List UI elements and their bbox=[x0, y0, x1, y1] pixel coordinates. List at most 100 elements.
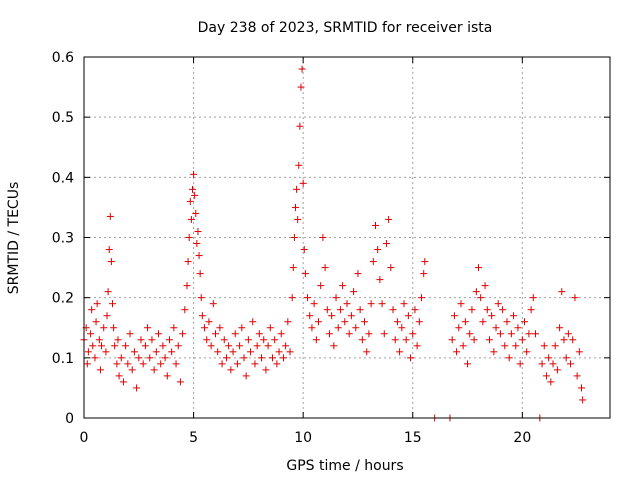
data-point bbox=[201, 324, 209, 332]
data-point bbox=[510, 312, 518, 320]
data-point bbox=[119, 378, 127, 386]
data-point bbox=[549, 360, 557, 368]
data-point bbox=[459, 342, 467, 350]
data-point bbox=[284, 318, 292, 326]
data-point bbox=[117, 354, 125, 362]
data-point bbox=[191, 191, 199, 199]
data-point bbox=[197, 294, 205, 302]
data-point bbox=[402, 336, 410, 344]
x-tick-label: 10 bbox=[294, 430, 312, 446]
data-point bbox=[393, 318, 401, 326]
data-point bbox=[389, 306, 397, 314]
x-axis-label: GPS time / hours bbox=[286, 458, 403, 474]
data-point bbox=[328, 312, 336, 320]
y-tick-label: 0 bbox=[65, 411, 74, 427]
data-point bbox=[240, 354, 248, 362]
data-point bbox=[461, 318, 469, 326]
data-point bbox=[115, 372, 123, 380]
data-point bbox=[273, 360, 281, 368]
data-point bbox=[95, 336, 103, 344]
data-point bbox=[89, 342, 97, 350]
data-point bbox=[176, 378, 184, 386]
data-point bbox=[450, 312, 458, 320]
data-point bbox=[547, 378, 555, 386]
data-point bbox=[488, 312, 496, 320]
data-point bbox=[556, 324, 564, 332]
data-point bbox=[356, 306, 364, 314]
data-point bbox=[400, 300, 408, 308]
y-tick-label: 0.3 bbox=[52, 231, 74, 247]
data-point bbox=[300, 246, 308, 254]
data-point bbox=[483, 306, 491, 314]
data-point bbox=[514, 324, 522, 332]
data-point bbox=[100, 324, 108, 332]
data-point bbox=[380, 330, 388, 338]
y-tick-label: 0.1 bbox=[52, 351, 74, 367]
data-point bbox=[448, 336, 456, 344]
x-tick-labels: 0 5 10 15 20 bbox=[80, 430, 532, 446]
data-point bbox=[214, 348, 222, 356]
data-point bbox=[185, 234, 193, 241]
data-point bbox=[144, 324, 152, 332]
data-point bbox=[296, 122, 304, 130]
data-point bbox=[308, 324, 316, 332]
data-point bbox=[310, 300, 318, 308]
data-point bbox=[124, 360, 132, 368]
data-point bbox=[299, 179, 307, 187]
data-point bbox=[472, 288, 480, 296]
data-point bbox=[385, 215, 393, 223]
data-point bbox=[187, 215, 195, 223]
grid-lines bbox=[84, 57, 610, 418]
data-point bbox=[479, 318, 487, 326]
data-point bbox=[108, 300, 116, 308]
data-point bbox=[218, 360, 226, 368]
data-point bbox=[407, 354, 415, 362]
data-point bbox=[104, 288, 112, 296]
data-point bbox=[564, 330, 572, 338]
data-point bbox=[161, 354, 169, 362]
data-point bbox=[507, 330, 515, 338]
data-point bbox=[325, 330, 333, 338]
data-point bbox=[404, 312, 412, 320]
data-point bbox=[301, 270, 309, 278]
data-point bbox=[345, 330, 353, 338]
data-point bbox=[496, 330, 504, 338]
data-point bbox=[165, 336, 173, 344]
data-point bbox=[527, 306, 535, 314]
data-point bbox=[225, 342, 233, 350]
data-point bbox=[209, 300, 217, 308]
data-point bbox=[378, 300, 386, 308]
data-point bbox=[569, 336, 577, 344]
data-point bbox=[540, 342, 548, 350]
data-point bbox=[114, 336, 122, 344]
data-point bbox=[87, 330, 95, 338]
data-point bbox=[179, 330, 187, 338]
data-point bbox=[411, 306, 419, 314]
data-point bbox=[275, 348, 283, 356]
data-point bbox=[361, 318, 369, 326]
data-point bbox=[545, 354, 553, 362]
data-point bbox=[367, 300, 375, 308]
data-point bbox=[529, 294, 537, 302]
data-point bbox=[141, 342, 149, 350]
data-point bbox=[137, 336, 145, 344]
data-point bbox=[369, 258, 377, 266]
chart-title: Day 238 of 2023, SRMTID for receiver ist… bbox=[198, 20, 493, 36]
data-point bbox=[289, 264, 297, 272]
data-point bbox=[334, 324, 342, 332]
data-point bbox=[499, 306, 507, 314]
data-point bbox=[157, 360, 165, 368]
data-point bbox=[503, 318, 511, 326]
data-point bbox=[258, 354, 266, 362]
data-point bbox=[418, 294, 426, 302]
data-point bbox=[578, 384, 586, 392]
data-point bbox=[455, 324, 463, 332]
data-point bbox=[181, 306, 189, 314]
data-point bbox=[113, 360, 121, 368]
x-tick-label: 20 bbox=[513, 430, 531, 446]
y-tick-label: 0.4 bbox=[52, 170, 74, 186]
data-point bbox=[150, 366, 158, 374]
data-point bbox=[492, 324, 500, 332]
data-point bbox=[168, 348, 176, 356]
data-point bbox=[330, 342, 338, 350]
